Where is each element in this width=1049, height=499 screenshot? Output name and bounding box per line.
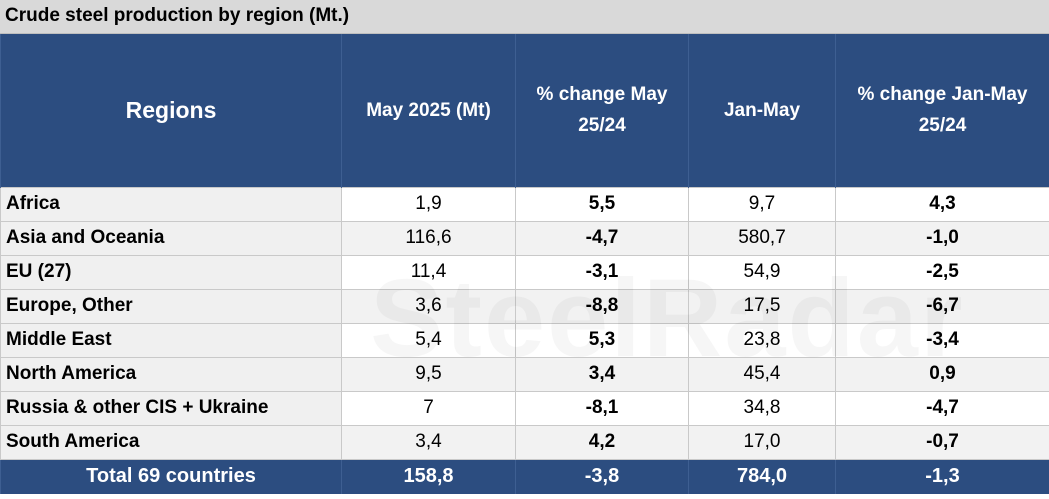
region-cell: South America: [0, 424, 342, 460]
janmay-cell: 23,8: [688, 322, 836, 358]
total-may: 158,8: [341, 459, 516, 494]
janmay-change-cell: -3,4: [835, 322, 1049, 358]
may-change-cell: 3,4: [515, 356, 689, 392]
table-row: Asia and Oceania 116,6 -4,7 580,7 -1,0: [0, 220, 1049, 256]
janmay-cell: 34,8: [688, 390, 836, 426]
total-janmay: 784,0: [688, 459, 836, 494]
table-row: EU (27) 11,4 -3,1 54,9 -2,5: [0, 254, 1049, 290]
janmay-cell: 17,5: [688, 288, 836, 324]
steel-production-table: Regions May 2025 (Mt) % change May 25/24…: [0, 34, 1049, 494]
region-cell: North America: [0, 356, 342, 392]
may-cell: 11,4: [341, 254, 516, 290]
column-header-may: May 2025 (Mt): [341, 34, 516, 187]
header-row: Regions May 2025 (Mt) % change May 25/24…: [0, 34, 1049, 187]
region-cell: Middle East: [0, 322, 342, 358]
janmay-cell: 54,9: [688, 254, 836, 290]
column-header-may-change: % change May 25/24: [515, 34, 689, 187]
region-cell: EU (27): [0, 254, 342, 290]
table-title: Crude steel production by region (Mt.): [5, 5, 350, 26]
region-cell: Asia and Oceania: [0, 220, 342, 256]
total-row: Total 69 countries 158,8 -3,8 784,0 -1,3: [0, 459, 1049, 494]
janmay-change-cell: 0,9: [835, 356, 1049, 392]
total-may-change: -3,8: [515, 459, 689, 494]
janmay-change-cell: -0,7: [835, 424, 1049, 460]
may-change-cell: -4,7: [515, 220, 689, 256]
total-janmay-change: -1,3: [835, 459, 1049, 494]
janmay-cell: 45,4: [688, 356, 836, 392]
column-header-janmay-change: % change Jan-May 25/24: [835, 34, 1049, 187]
may-change-cell: -8,8: [515, 288, 689, 324]
janmay-change-cell: 4,3: [835, 186, 1049, 222]
table-row: North America 9,5 3,4 45,4 0,9: [0, 356, 1049, 392]
region-cell: Russia & other CIS + Ukraine: [0, 390, 342, 426]
janmay-change-cell: -2,5: [835, 254, 1049, 290]
janmay-change-cell: -4,7: [835, 390, 1049, 426]
may-cell: 7: [341, 390, 516, 426]
table-row: Middle East 5,4 5,3 23,8 -3,4: [0, 322, 1049, 358]
may-cell: 3,6: [341, 288, 516, 324]
table-row: Africa 1,9 5,5 9,7 4,3: [0, 186, 1049, 222]
janmay-cell: 9,7: [688, 186, 836, 222]
janmay-cell: 580,7: [688, 220, 836, 256]
may-change-cell: 5,5: [515, 186, 689, 222]
janmay-change-cell: -1,0: [835, 220, 1049, 256]
may-change-cell: -3,1: [515, 254, 689, 290]
region-cell: Africa: [0, 186, 342, 222]
table-row: Europe, Other 3,6 -8,8 17,5 -6,7: [0, 288, 1049, 324]
janmay-cell: 17,0: [688, 424, 836, 460]
may-change-cell: 4,2: [515, 424, 689, 460]
region-cell: Europe, Other: [0, 288, 342, 324]
may-cell: 9,5: [341, 356, 516, 392]
may-change-cell: 5,3: [515, 322, 689, 358]
may-change-cell: -8,1: [515, 390, 689, 426]
column-header-regions: Regions: [0, 34, 342, 187]
may-cell: 1,9: [341, 186, 516, 222]
column-header-janmay: Jan-May: [688, 34, 836, 187]
table-row: Russia & other CIS + Ukraine 7 -8,1 34,8…: [0, 390, 1049, 426]
may-cell: 116,6: [341, 220, 516, 256]
janmay-change-cell: -6,7: [835, 288, 1049, 324]
table-row: South America 3,4 4,2 17,0 -0,7: [0, 424, 1049, 460]
may-cell: 5,4: [341, 322, 516, 358]
total-label: Total 69 countries: [0, 459, 342, 494]
may-cell: 3,4: [341, 424, 516, 460]
table-title-bar: Crude steel production by region (Mt.): [0, 0, 1049, 34]
